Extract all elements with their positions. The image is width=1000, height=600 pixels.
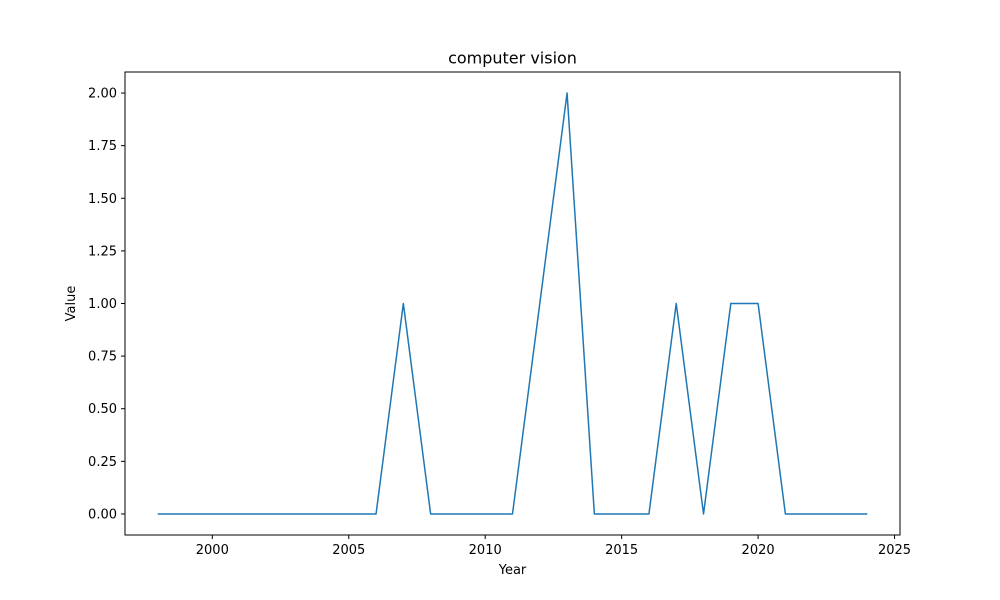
x-axis-label: Year [498,563,527,578]
x-tick-label: 2015 [605,543,638,558]
plot-frame [124,71,901,536]
x-tick-label: 2010 [469,543,502,558]
plot-area [125,72,900,535]
chart-title: computer vision [448,49,577,68]
x-tick-label: 2000 [196,543,229,558]
y-tick-label: 1.00 [88,297,117,312]
x-tick-label: 2005 [332,543,365,558]
x-tick-label: 2025 [878,543,911,558]
y-tick-label: 0.00 [88,507,117,522]
y-axis-label: Value [64,286,79,322]
y-tick-label: 0.25 [88,455,117,470]
y-tick-label: 2.00 [88,87,117,102]
x-tick-label: 2020 [742,543,775,558]
y-tick-label: 0.75 [88,350,117,365]
y-tick-label: 1.25 [88,244,117,259]
y-tick-label: 0.50 [88,402,117,417]
y-tick-label: 1.75 [88,139,117,154]
y-tick-label: 1.50 [88,192,117,207]
